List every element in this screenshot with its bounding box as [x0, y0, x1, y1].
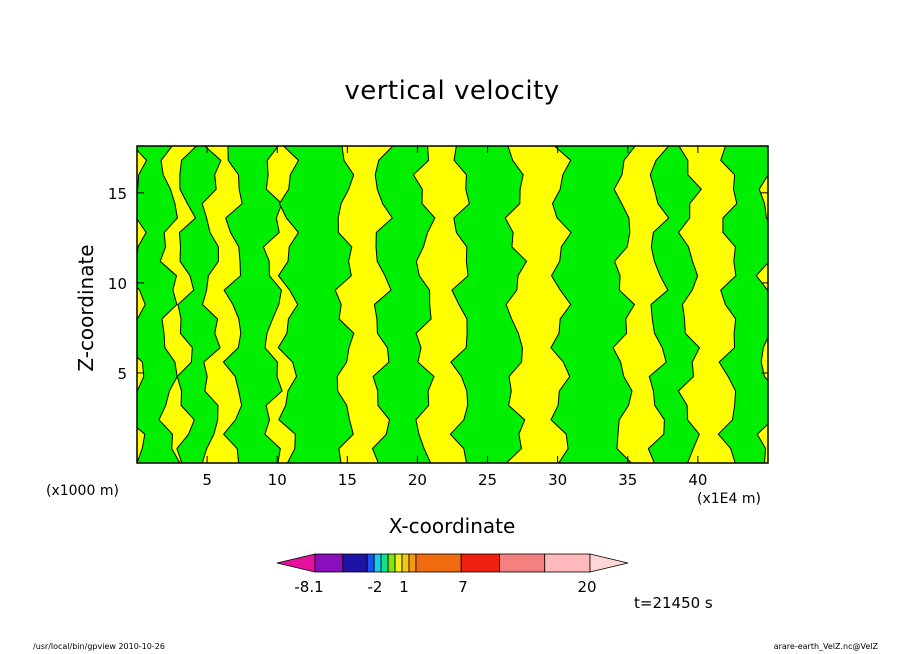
- colorbar-arrow-low: [276, 553, 316, 573]
- x-tick-label-35: 35: [618, 471, 637, 489]
- x-tick-label-5: 5: [202, 471, 212, 489]
- colorbar-box-10: [415, 553, 462, 573]
- colorbar-box-1: [314, 553, 344, 573]
- colorbar-box-12: [499, 553, 546, 573]
- colorbar-label-4: 20: [577, 578, 596, 596]
- colorbar-arrow-high: [589, 553, 629, 573]
- field-band-10: [449, 146, 528, 463]
- colorbar-box-4: [373, 553, 382, 573]
- y-tick-label-10: 10: [108, 275, 127, 293]
- x-axis-label: X-coordinate: [388, 514, 516, 538]
- x-tick-label-30: 30: [548, 471, 567, 489]
- colorbar-box-9: [408, 553, 417, 573]
- colorbar-box-13: [544, 553, 591, 573]
- colorbar-box-6: [387, 553, 396, 573]
- footer-file-info: arare-earth_VelZ.nc@VelZ: [773, 642, 878, 651]
- footer-source-info: /usr/local/bin/gpview 2010-10-26: [33, 642, 165, 651]
- colorbar-box-7: [394, 553, 403, 573]
- y-axis-unit-note: (x1000 m): [46, 483, 119, 499]
- chart-title: vertical velocity: [344, 76, 560, 106]
- y-tick-label-5: 5: [117, 365, 127, 383]
- x-tick-label-10: 10: [268, 471, 287, 489]
- colorbar-box-5: [380, 553, 389, 573]
- y-tick-label-15: 15: [108, 185, 127, 203]
- colorbar-box-11: [460, 553, 500, 573]
- x-tick-label-25: 25: [478, 471, 497, 489]
- colorbar-box-3: [366, 553, 375, 573]
- field-band-14: [647, 146, 702, 463]
- plot-frame: [136, 145, 769, 464]
- colorbar-box-2: [342, 553, 368, 573]
- field-band-12: [550, 146, 636, 463]
- x-axis-unit-note: (x1E4 m): [697, 491, 761, 507]
- colorbar-box-8: [401, 553, 410, 573]
- axes: 5 10 15 20 25 30 35 40 5 10 15: [108, 146, 768, 489]
- field-band-2: [176, 146, 222, 463]
- field-band-0: [137, 146, 181, 463]
- field-band-8: [371, 146, 436, 463]
- colorbar-label-3: 7: [458, 578, 468, 596]
- colorbar-label-0: -8.1: [294, 578, 323, 596]
- field-band-4: [222, 146, 283, 463]
- colorbar-label-1: -2: [368, 578, 383, 596]
- field-band-6: [277, 146, 355, 463]
- x-tick-label-20: 20: [408, 471, 427, 489]
- time-label: t=21450 s: [634, 594, 713, 612]
- colorbar: -8.1 -2 1 7 20: [276, 553, 629, 596]
- colorbar-label-2: 1: [399, 578, 409, 596]
- x-tick-label-40: 40: [688, 471, 707, 489]
- field-band-16: [717, 146, 768, 463]
- x-tick-label-15: 15: [338, 471, 357, 489]
- contour-field: [137, 146, 768, 463]
